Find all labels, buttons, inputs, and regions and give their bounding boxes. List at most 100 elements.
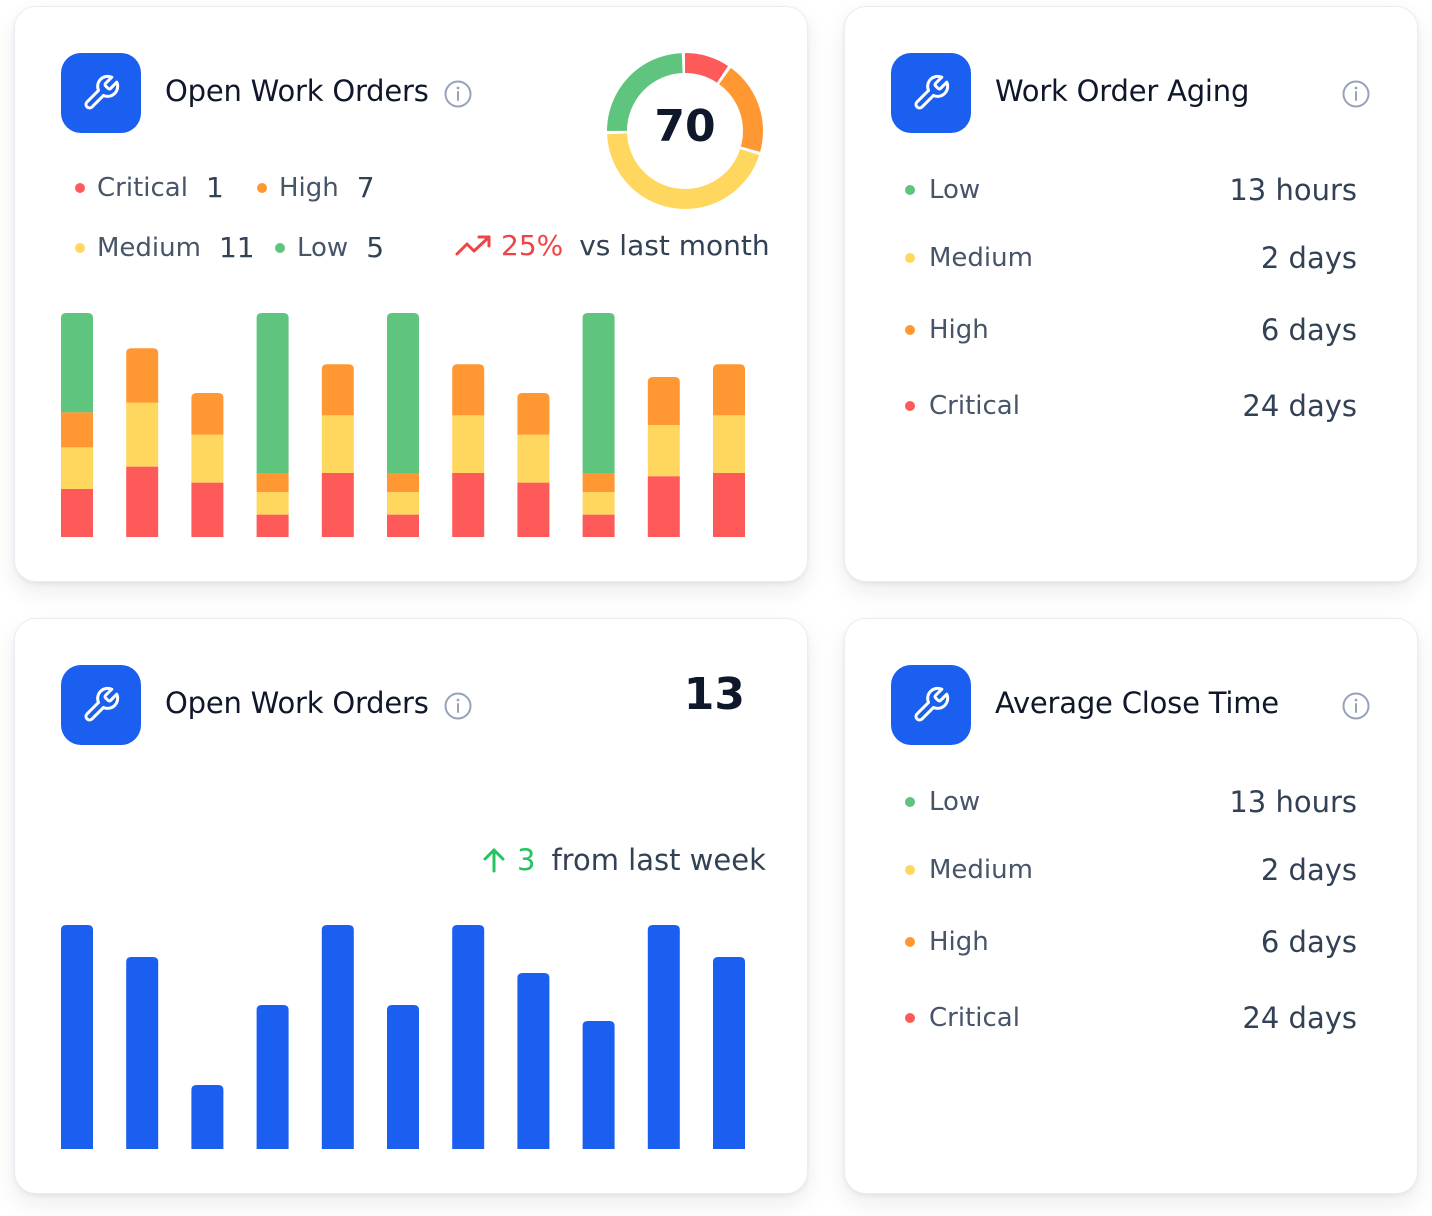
info-icon[interactable]	[1341, 79, 1371, 109]
bar-segment-high	[517, 393, 550, 435]
delta-value: 3	[517, 843, 536, 877]
legend-label: Critical	[97, 172, 188, 203]
bar-segment-high	[387, 473, 419, 493]
bar-segment-medium	[256, 492, 289, 515]
bar-segment-critical	[61, 489, 93, 537]
priority-donut-chart	[607, 53, 763, 209]
aging-label: Medium	[929, 243, 1033, 273]
weekly-bar	[647, 925, 680, 1149]
bar-segment-critical	[321, 473, 354, 537]
delta-text: from last week	[551, 843, 766, 877]
aging-label: High	[929, 315, 989, 345]
close-label: High	[929, 927, 989, 957]
open-work-orders-card: Open Work Orders Critical 1 High 7 Mediu…	[14, 6, 808, 582]
high-dot	[905, 325, 915, 335]
medium-dot	[75, 242, 85, 253]
bar-segment-high	[191, 393, 224, 435]
bar-segment-low	[582, 313, 615, 473]
wrench-icon	[914, 686, 950, 722]
info-icon[interactable]	[1341, 691, 1371, 721]
aging-label: Low	[929, 175, 981, 205]
bar-segment-medium	[191, 434, 224, 483]
critical-dot	[905, 401, 915, 411]
bar-segment-medium	[387, 492, 419, 515]
work-order-aging-card: Work Order Aging Low 13 hours Medium 2 d…	[844, 6, 1418, 582]
average-close-time-card: Average Close Time Low 13 hours Medium 2…	[844, 618, 1418, 1194]
bar-segment-medium	[582, 492, 615, 515]
close-label: Low	[929, 787, 981, 817]
bar-segment-low	[387, 313, 419, 473]
bar-segment-critical	[713, 473, 745, 537]
bar-segment-medium	[517, 434, 550, 483]
weekly-bar	[61, 925, 93, 1149]
weekly-bar	[517, 973, 550, 1149]
legend-label: Low	[297, 232, 349, 263]
trend-text: vs last month	[579, 229, 770, 262]
weekly-bar	[191, 1085, 224, 1149]
weekly-bar	[256, 1005, 289, 1149]
bar-segment-medium	[321, 415, 354, 473]
arrow-up-icon	[483, 848, 505, 873]
bar-segment-critical	[126, 466, 159, 537]
legend-value: 11	[218, 231, 255, 264]
open-work-orders-weekly-card: Open Work Orders 13 3 from last week	[14, 618, 808, 1194]
close-row-high: High 6 days	[905, 925, 1357, 959]
bar-segment-critical	[647, 476, 680, 537]
card-title: Work Order Aging	[995, 74, 1250, 108]
bar-segment-critical	[582, 514, 615, 537]
bar-segment-high	[452, 364, 485, 416]
medium-dot	[905, 865, 915, 875]
bar-segment-high	[321, 364, 354, 416]
close-row-low: Low 13 hours	[905, 785, 1357, 819]
close-value: 2 days	[1260, 853, 1357, 887]
bar-segment-critical	[191, 482, 224, 537]
stacked-bar-chart	[61, 313, 745, 537]
critical-dot	[905, 1013, 915, 1023]
aging-value: 13 hours	[1229, 173, 1357, 207]
aging-label: Critical	[929, 391, 1020, 421]
info-icon[interactable]	[443, 79, 473, 109]
aging-value: 24 days	[1242, 389, 1357, 423]
aging-row-critical: Critical 24 days	[905, 389, 1357, 423]
aging-row-high: High 6 days	[905, 313, 1357, 347]
wrench-icon	[84, 686, 120, 722]
trend-percent: 25%	[501, 229, 564, 262]
legend-low: Low 5	[275, 231, 384, 264]
close-row-critical: Critical 24 days	[905, 1001, 1357, 1035]
card-title: Average Close Time	[995, 686, 1279, 720]
bar-segment-medium	[61, 447, 93, 489]
high-dot	[257, 182, 267, 193]
wrench-icon	[914, 74, 950, 110]
low-dot	[275, 242, 285, 253]
close-value: 13 hours	[1229, 785, 1357, 819]
bar-segment-low	[256, 313, 289, 473]
weekly-bar	[126, 957, 159, 1149]
donut-total: 70	[654, 101, 716, 152]
bar-segment-high	[582, 473, 615, 493]
wrench-icon-tile	[891, 665, 971, 745]
aging-value: 6 days	[1260, 313, 1357, 347]
total-open-count: 13	[683, 669, 745, 720]
aging-row-low: Low 13 hours	[905, 173, 1357, 207]
bar-segment-high	[713, 364, 745, 416]
bar-segment-critical	[517, 482, 550, 537]
legend-label: Medium	[97, 232, 201, 263]
weekly-bar	[452, 925, 485, 1149]
low-dot	[905, 185, 915, 195]
close-label: Medium	[929, 855, 1033, 885]
donut-slice-critical	[607, 53, 763, 209]
bar-segment-high	[126, 348, 159, 403]
wrench-icon-tile	[891, 53, 971, 133]
aging-value: 2 days	[1260, 241, 1357, 275]
info-icon[interactable]	[443, 691, 473, 721]
weekly-bar	[713, 957, 745, 1149]
bar-segment-high	[61, 412, 93, 448]
donut-slice-high	[607, 53, 763, 209]
bar-segment-low	[61, 313, 93, 413]
donut-slice-medium	[607, 53, 763, 209]
bar-segment-critical	[452, 473, 485, 537]
weekly-bar-chart	[61, 925, 745, 1149]
bar-segment-high	[647, 377, 680, 425]
close-value: 6 days	[1260, 925, 1357, 959]
trending-up-icon	[455, 235, 491, 255]
